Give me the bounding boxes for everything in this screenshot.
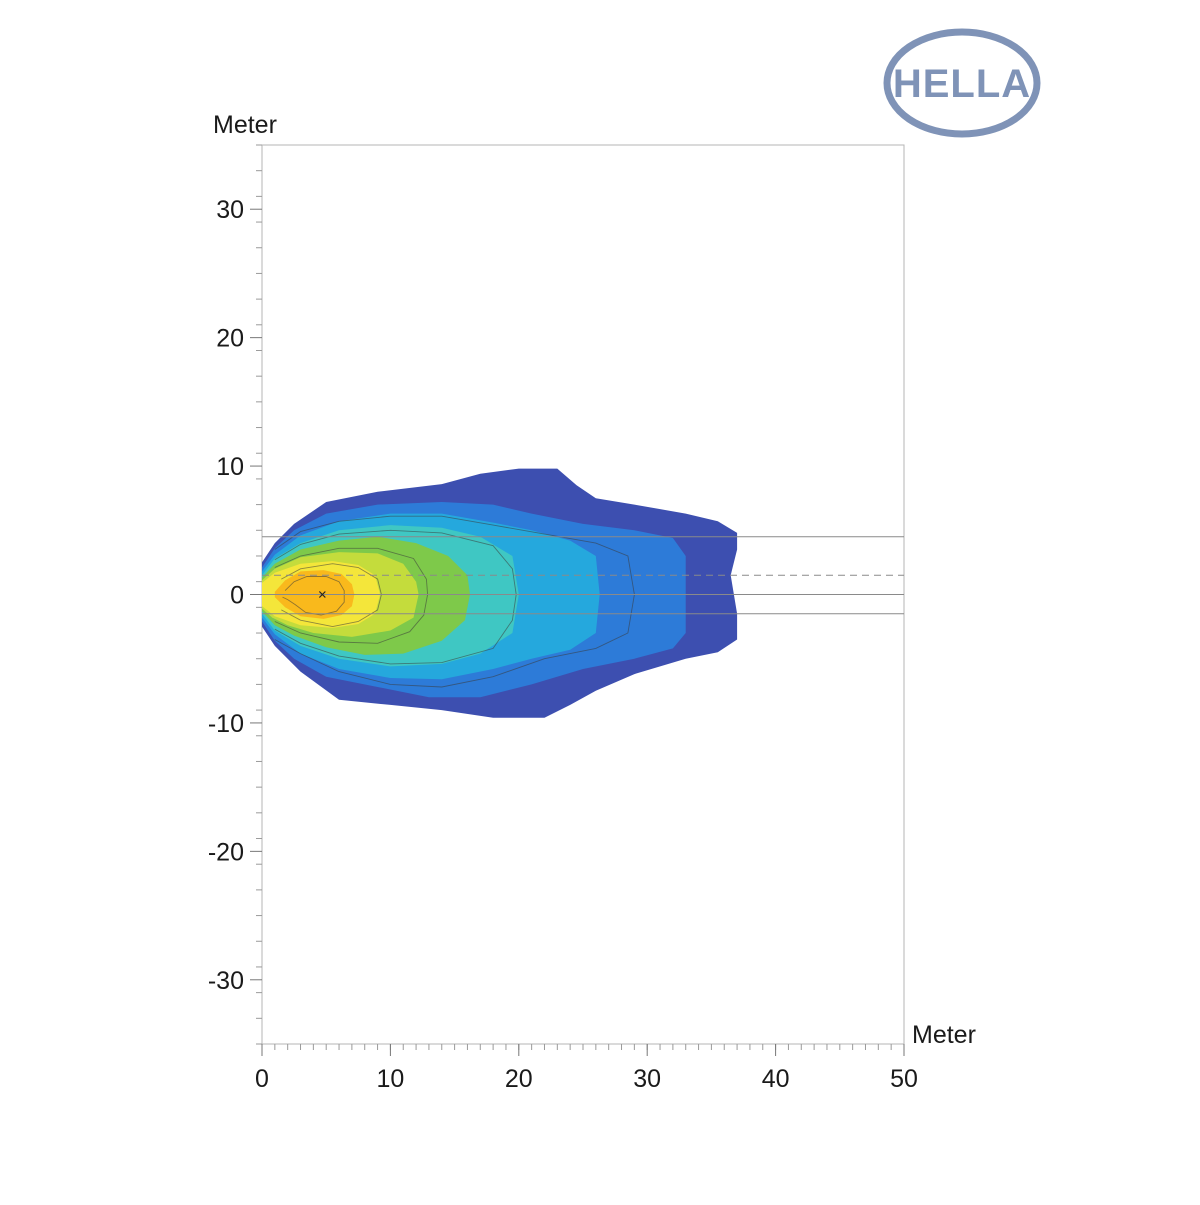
hella-logo-ring bbox=[883, 28, 1041, 138]
y-axis: 30 20 10 0 -10 -20 -30 bbox=[208, 144, 262, 1045]
x-tick-label: 20 bbox=[505, 1065, 533, 1093]
x-tick-label: 30 bbox=[633, 1065, 661, 1093]
x-tick-label: 40 bbox=[762, 1065, 790, 1093]
x-tick-label: 50 bbox=[890, 1065, 918, 1093]
y-tick-label: 0 bbox=[230, 582, 244, 610]
y-tick-label: 30 bbox=[216, 196, 244, 224]
y-tick-label: -30 bbox=[208, 967, 244, 995]
y-tick-label: 20 bbox=[216, 325, 244, 353]
contour-line-5 bbox=[282, 576, 345, 616]
y-tick-label: -10 bbox=[208, 710, 244, 738]
hella-logo: HELLA bbox=[883, 28, 1041, 138]
x-tick-label: 10 bbox=[376, 1065, 404, 1093]
x-tick-label: 0 bbox=[255, 1065, 269, 1093]
y-tick-label: 10 bbox=[216, 453, 244, 481]
hotspot-marker bbox=[318, 591, 326, 598]
hotspot-layer bbox=[318, 591, 326, 598]
hella-logo-text: HELLA bbox=[893, 62, 1031, 106]
x-axis-label: Meter bbox=[912, 1021, 976, 1049]
y-tick-label: -20 bbox=[208, 838, 244, 866]
reference-lines bbox=[262, 536, 904, 615]
x-axis: 0 10 20 30 40 50 bbox=[255, 1044, 918, 1093]
y-axis-label: Meter bbox=[213, 111, 277, 139]
